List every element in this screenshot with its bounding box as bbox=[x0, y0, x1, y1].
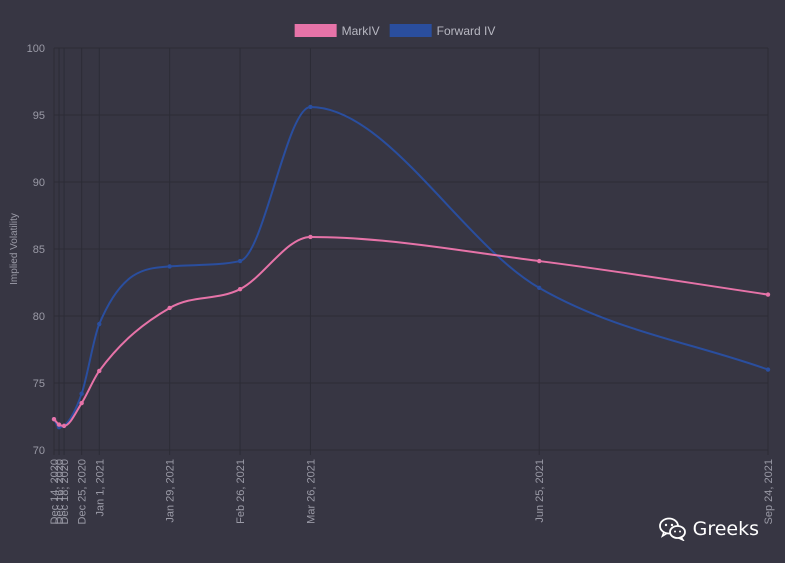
y-axis-title: Implied Volatility bbox=[9, 213, 20, 285]
data-point-markiv[interactable] bbox=[308, 234, 313, 240]
data-point-markiv[interactable] bbox=[79, 400, 84, 406]
y-axis-ticks: 70 75 80 85 90 95 100 bbox=[27, 43, 45, 457]
legend-label-forward-iv[interactable]: Forward IV bbox=[437, 24, 496, 38]
y-tick-label: 95 bbox=[33, 110, 45, 122]
series-line-forward-iv bbox=[53, 105, 769, 429]
x-tick-label: Dec 18, 2020 bbox=[59, 459, 71, 524]
chart-legend[interactable]: MarkIV Forward IV bbox=[294, 24, 496, 38]
data-point-forward-iv[interactable] bbox=[308, 104, 313, 110]
data-point-forward-iv[interactable] bbox=[537, 285, 542, 291]
legend-label-markiv[interactable]: MarkIV bbox=[342, 24, 380, 38]
chart-series bbox=[51, 104, 771, 430]
data-point-markiv[interactable] bbox=[51, 416, 57, 422]
y-tick-label: 75 bbox=[33, 378, 45, 390]
data-point-forward-iv[interactable] bbox=[765, 367, 771, 372]
data-point-markiv[interactable] bbox=[56, 422, 62, 427]
x-tick-label: Dec 16, 2020 bbox=[54, 459, 66, 524]
y-tick-label: 90 bbox=[33, 177, 45, 189]
y-tick-label: 70 bbox=[33, 445, 45, 457]
x-tick-label: Dec 25, 2020 bbox=[77, 459, 89, 524]
data-point-forward-iv[interactable] bbox=[237, 258, 243, 264]
series-line-markiv bbox=[53, 235, 769, 427]
watermark: Greeks bbox=[658, 517, 759, 541]
x-tick-label: Feb 26, 2021 bbox=[235, 459, 247, 524]
x-tick-label: Mar 26, 2021 bbox=[305, 459, 317, 524]
y-tick-label: 85 bbox=[33, 244, 45, 256]
x-tick-label: Jan 29, 2021 bbox=[165, 459, 177, 523]
x-tick-label: Jan 1, 2021 bbox=[94, 459, 106, 517]
data-point-forward-iv[interactable] bbox=[79, 391, 84, 396]
legend-swatch-markiv[interactable] bbox=[294, 24, 337, 37]
x-tick-label: Dec 14, 2020 bbox=[49, 459, 61, 524]
data-point-markiv[interactable] bbox=[765, 292, 771, 297]
chart-grid bbox=[53, 47, 769, 455]
x-tick-label: Jun 25, 2021 bbox=[534, 459, 546, 523]
data-point-markiv[interactable] bbox=[167, 305, 172, 311]
data-point-markiv[interactable] bbox=[537, 258, 542, 264]
data-point-markiv[interactable] bbox=[97, 368, 102, 374]
watermark-text: Greeks bbox=[692, 518, 759, 540]
y-tick-label: 80 bbox=[33, 311, 45, 323]
data-point-markiv[interactable] bbox=[61, 423, 67, 429]
legend-swatch-forward-iv[interactable] bbox=[389, 24, 432, 37]
data-point-forward-iv[interactable] bbox=[167, 264, 172, 269]
data-point-forward-iv[interactable] bbox=[97, 321, 102, 327]
wechat-icon bbox=[658, 517, 686, 541]
x-tick-label: Sep 24, 2021 bbox=[763, 459, 775, 524]
y-tick-label: 100 bbox=[27, 43, 45, 55]
data-point-markiv[interactable] bbox=[237, 287, 243, 292]
